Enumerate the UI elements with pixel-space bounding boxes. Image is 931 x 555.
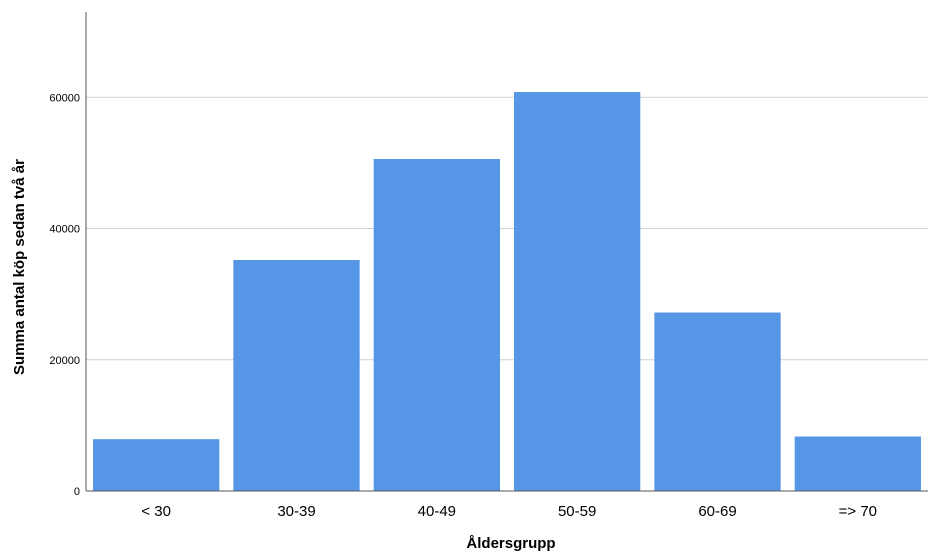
y-tick-label: 20000 — [49, 355, 80, 367]
gridlines — [86, 96, 928, 361]
y-tick-label: 60000 — [49, 92, 80, 104]
x-tick-labels: < 30 30-39 40-49 50-59 60-69 => 70 — [141, 503, 877, 520]
x-tick-label: 60-69 — [698, 503, 736, 520]
x-tick-label: 40-49 — [418, 503, 456, 520]
bar — [514, 92, 641, 491]
y-axis-title: Summa antal köp sedan två år — [11, 159, 28, 375]
x-tick-label: 50-59 — [558, 503, 596, 520]
x-tick-label: => 70 — [839, 503, 877, 520]
axes — [85, 12, 928, 492]
x-tick-label: 30-39 — [277, 503, 315, 520]
x-axis-title: Åldersgrupp — [466, 535, 555, 552]
bar — [654, 312, 781, 491]
bars — [93, 92, 921, 491]
bar — [233, 260, 360, 491]
x-tick-label: < 30 — [141, 503, 171, 520]
y-tick-label: 40000 — [49, 224, 80, 236]
bar — [373, 158, 500, 491]
bar — [794, 436, 921, 491]
y-tick-label: 0 — [74, 486, 80, 498]
bar — [93, 439, 220, 491]
y-tick-labels: 0 20000 40000 60000 — [49, 92, 80, 498]
